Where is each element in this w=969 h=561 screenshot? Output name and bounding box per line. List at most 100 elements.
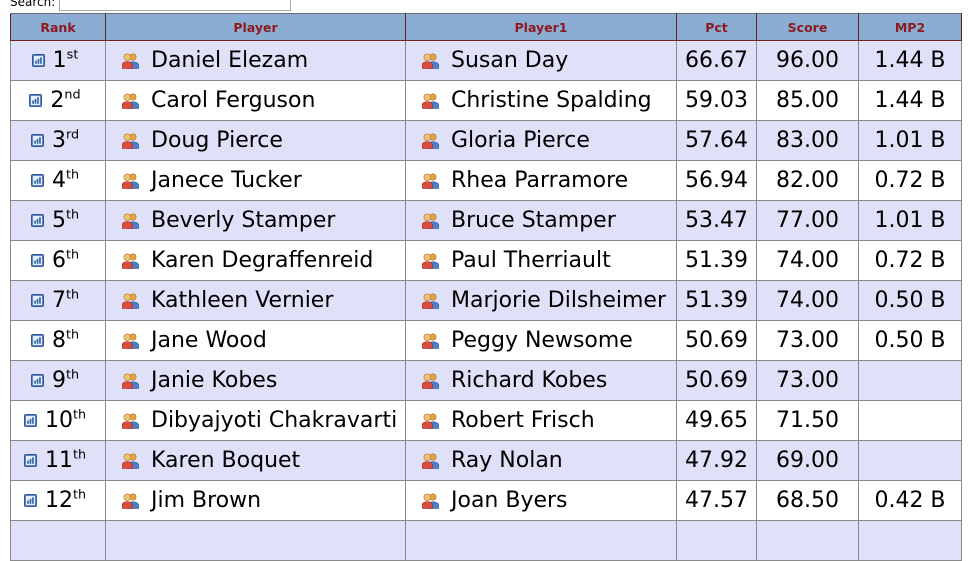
people-icon [122, 172, 139, 189]
rank-value: 5th [51, 207, 80, 233]
bar-chart-icon [23, 454, 37, 467]
people-icon [122, 412, 139, 429]
player1-name: Ray Nolan [451, 448, 563, 473]
table-row[interactable] [10, 520, 962, 561]
cell-mp2: 0.72 B [858, 240, 962, 281]
people-icon [422, 132, 439, 149]
cell-player: Carol Ferguson [105, 80, 406, 121]
table-row[interactable]: 6th Karen Degraffenreid Paul Therriault 51.… [10, 240, 962, 281]
table-row[interactable]: 5th Beverly Stamper Bruce Stamper 53.47 77.0… [10, 200, 962, 241]
cell-player1: Susan Day [405, 40, 677, 81]
cell-score: 69.00 [756, 440, 859, 481]
people-icon [422, 52, 439, 69]
cell-rank [10, 520, 106, 561]
cell-player1: Joan Byers [405, 480, 677, 521]
cell-pct: 47.57 [676, 480, 757, 521]
search-input[interactable] [59, 0, 292, 11]
player1-name: Gloria Pierce [451, 128, 590, 153]
rank-value: 3rd [51, 127, 80, 153]
score-value: 71.50 [776, 408, 839, 433]
player-name: Doug Pierce [151, 128, 283, 153]
player-name: Daniel Elezam [151, 48, 309, 73]
score-value: 73.00 [776, 368, 839, 393]
player1-name: Christine Spalding [451, 88, 652, 113]
player1-name: Susan Day [451, 48, 569, 73]
cell-pct: 51.39 [676, 280, 757, 321]
table-header-row: Rank Player Player1 Pct Score MP2 [10, 13, 962, 41]
table-row[interactable]: 9th Janie Kobes Richard Kobes 50.69 73.00 [10, 360, 962, 401]
cell-player: Kathleen Vernier [105, 280, 406, 321]
cell-player: Karen Degraffenreid [105, 240, 406, 281]
cell-rank: 12th [10, 480, 106, 521]
leaderboard-table: Rank Player Player1 Pct Score MP2 1st Dan… [10, 13, 962, 561]
table-row[interactable]: 10th Dibyajyoti Chakravarti Robert Frisch 4… [10, 400, 962, 441]
mp2-value: 1.01 B [874, 208, 946, 233]
people-icon [422, 172, 439, 189]
table-row[interactable]: 7th Kathleen Vernier Marjorie Dilsheimer 51… [10, 280, 962, 321]
table-row[interactable]: 12th Jim Brown Joan Byers 47.57 68.50 0.42 B [10, 480, 962, 521]
column-header-rank[interactable]: Rank [10, 13, 106, 41]
table-body: 1st Daniel Elezam Susan Day 66.67 96.00 1.44 … [10, 40, 962, 561]
column-header-player[interactable]: Player [105, 13, 406, 41]
cell-pct: 50.69 [676, 320, 757, 361]
rank-value: 11th [44, 447, 87, 473]
table-row[interactable]: 2nd Carol Ferguson Christine Spalding 59.03… [10, 80, 962, 121]
mp2-value [860, 402, 961, 440]
mp2-value: 1.44 B [874, 48, 946, 73]
player-name: Jim Brown [151, 488, 262, 513]
cell-mp2: 0.50 B [858, 320, 962, 361]
score-value: 85.00 [776, 88, 839, 113]
column-header-player1[interactable]: Player1 [405, 13, 677, 41]
bar-chart-icon [30, 254, 44, 267]
cell-player1: Bruce Stamper [405, 200, 677, 241]
cell-score: 74.00 [756, 240, 859, 281]
cell-score [756, 520, 859, 561]
cell-pct: 56.94 [676, 160, 757, 201]
cell-mp2: 1.44 B [858, 40, 962, 81]
cell-rank: 7th [10, 280, 106, 321]
bar-chart-icon [31, 54, 45, 67]
people-icon [422, 412, 439, 429]
pct-value: 59.03 [685, 88, 748, 113]
column-header-score[interactable]: Score [756, 13, 859, 41]
column-header-mp2[interactable]: MP2 [858, 13, 962, 41]
cell-player1: Gloria Pierce [405, 120, 677, 161]
cell-player: Dibyajyoti Chakravarti [105, 400, 406, 441]
cell-player1 [405, 520, 677, 561]
cell-mp2: 1.01 B [858, 120, 962, 161]
table-row[interactable]: 8th Jane Wood Peggy Newsome 50.69 73.00 0.50 … [10, 320, 962, 361]
cell-score: 85.00 [756, 80, 859, 121]
score-value: 77.00 [776, 208, 839, 233]
pct-value: 50.69 [685, 368, 748, 393]
rank-value: 4th [51, 167, 80, 193]
rank-value: 12th [44, 487, 87, 513]
table-row[interactable]: 11th Karen Boquet Ray Nolan 47.92 69.00 [10, 440, 962, 481]
cell-mp2 [858, 400, 962, 441]
cell-player1: Christine Spalding [405, 80, 677, 121]
score-value [758, 522, 858, 560]
rank-value: 1st [52, 47, 79, 73]
cell-rank: 4th [10, 160, 106, 201]
cell-score: 82.00 [756, 160, 859, 201]
mp2-value: 1.01 B [874, 128, 946, 153]
cell-player1: Paul Therriault [405, 240, 677, 281]
pct-value: 53.47 [685, 208, 748, 233]
cell-mp2: 1.44 B [858, 80, 962, 121]
leaderboard-container: Rank Player Player1 Pct Score MP2 1st Dan… [10, 13, 962, 561]
table-row[interactable]: 4th Janece Tucker Rhea Parramore 56.94 82.00… [10, 160, 962, 201]
player-name: Janece Tucker [151, 168, 302, 193]
cell-player: Daniel Elezam [105, 40, 406, 81]
pct-value: 66.67 [685, 48, 748, 73]
cell-rank: 6th [10, 240, 106, 281]
mp2-value [860, 522, 961, 560]
bar-chart-icon [30, 374, 44, 387]
bar-chart-icon [30, 214, 44, 227]
column-header-pct[interactable]: Pct [676, 13, 757, 41]
cell-score: 77.00 [756, 200, 859, 241]
mp2-value: 1.44 B [874, 88, 946, 113]
table-row[interactable]: 3rd Doug Pierce Gloria Pierce 57.64 83.00 1.0… [10, 120, 962, 161]
player1-name: Joan Byers [451, 488, 568, 513]
table-row[interactable]: 1st Daniel Elezam Susan Day 66.67 96.00 1.44 … [10, 40, 962, 81]
player-name: Carol Ferguson [151, 88, 316, 113]
people-icon [422, 92, 439, 109]
